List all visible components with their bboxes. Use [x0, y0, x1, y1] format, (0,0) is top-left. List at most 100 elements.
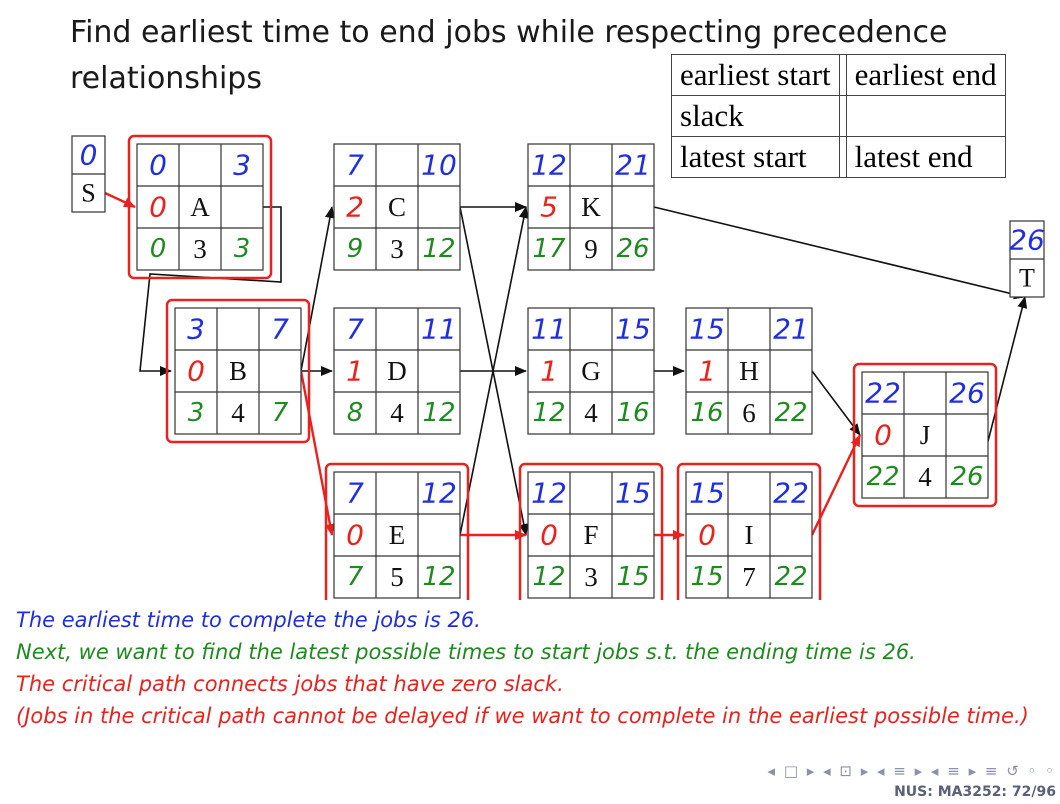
duration: 3 — [390, 234, 404, 264]
duration: 7 — [742, 562, 756, 592]
job-label: D — [387, 356, 407, 386]
duration: 5 — [390, 562, 404, 592]
legend-latest-start: latest start — [671, 136, 840, 178]
job-node-g: 11 15 1 G 12 4 16 — [527, 307, 655, 435]
note-earliest-completion: The earliest time to complete the jobs i… — [16, 608, 481, 632]
earliest-end: 22 — [773, 477, 809, 510]
duration: 3 — [584, 562, 598, 592]
legend-latest-end: latest end — [845, 136, 1006, 178]
latest-end: 7 — [272, 398, 289, 428]
earliest-start: 11 — [531, 313, 567, 346]
job-node-k: 12 21 5 K 17 9 26 — [527, 143, 655, 271]
edge-j-t — [987, 296, 1028, 442]
slack: 0 — [346, 519, 364, 552]
latest-start: 3 — [188, 398, 205, 428]
job-label: B — [229, 356, 247, 386]
footer-page-number: 72/96 — [1011, 784, 1056, 800]
edge-b-c — [300, 206, 335, 372]
duration: 3 — [193, 234, 207, 264]
latest-start: 12 — [532, 398, 565, 428]
source-earliest-time: 0 — [80, 139, 98, 172]
legend-earliest-end: earliest end — [845, 54, 1006, 96]
slide-footer: ◂ □ ▸ ◂ ⊡ ▸ ◂ ≡ ▸ ◂ ≡ ▸ ≡ ↺ ◦ ◦ NUS: MA3… — [768, 762, 1056, 800]
slack: 1 — [346, 355, 364, 388]
note-latest-times: Next, we want to find the latest possibl… — [16, 640, 916, 664]
earliest-start: 12 — [531, 477, 567, 510]
slack: 5 — [540, 191, 558, 224]
legend-table: earliest start earliest end slack latest… — [671, 54, 1006, 178]
critical-outline — [127, 134, 273, 280]
job-label: I — [745, 520, 754, 550]
sink-earliest-time: 26 — [1009, 224, 1045, 257]
slack: 1 — [698, 355, 716, 388]
critical-outline — [852, 362, 998, 508]
earliest-end: 15 — [615, 477, 651, 510]
latest-end: 3 — [234, 234, 251, 264]
earliest-start: 0 — [149, 149, 167, 182]
legend-earliest-start: earliest start — [671, 54, 840, 96]
note-critical-path-explanation: (Jobs in the critical path cannot be del… — [16, 704, 1029, 728]
slack: 0 — [149, 191, 167, 224]
footer-course: NUS: MA3252: — [894, 784, 1008, 800]
source-node: 0S — [71, 135, 106, 213]
slack: 0 — [187, 355, 205, 388]
job-node-e: 7 120 E7 5 12 — [324, 462, 470, 600]
job-node-d: 7 111 D8 4 12 — [333, 307, 461, 435]
earliest-end: 21 — [773, 313, 809, 346]
latest-start: 9 — [347, 234, 364, 264]
edge-s-a — [104, 191, 136, 209]
earliest-start: 15 — [689, 477, 725, 510]
earliest-start: 15 — [689, 313, 725, 346]
edge-e-k — [459, 206, 529, 536]
latest-end: 12 — [422, 562, 455, 592]
earliest-end: 12 — [421, 477, 457, 510]
latest-start: 7 — [347, 562, 364, 592]
critical-outline — [324, 462, 470, 600]
job-node-a: 0 30 A0 3 3 — [127, 134, 273, 280]
beamer-navigation-icons[interactable]: ◂ □ ▸ ◂ ⊡ ▸ ◂ ≡ ▸ ◂ ≡ ▸ ≡ ↺ ◦ ◦ — [767, 762, 1056, 780]
earliest-start: 3 — [187, 313, 205, 346]
latest-start: 8 — [347, 398, 364, 428]
slack: 2 — [346, 191, 364, 224]
latest-end: 22 — [774, 562, 807, 592]
latest-start: 22 — [866, 462, 899, 492]
earliest-start: 7 — [346, 477, 364, 510]
earliest-end: 15 — [615, 313, 651, 346]
sink-node: 26 T — [1009, 220, 1045, 298]
latest-end: 26 — [616, 234, 649, 264]
latest-start: 15 — [690, 562, 723, 592]
slack: 0 — [698, 519, 716, 552]
latest-end: 16 — [616, 398, 649, 428]
latest-end: 12 — [422, 234, 455, 264]
job-label: A — [190, 192, 210, 222]
critical-outline — [518, 462, 664, 600]
earliest-end: 3 — [233, 149, 251, 182]
duration: 6 — [742, 398, 756, 428]
latest-end: 15 — [616, 562, 649, 592]
job-label: K — [581, 192, 601, 222]
earliest-start: 22 — [865, 377, 901, 410]
critical-outline — [676, 462, 822, 600]
latest-start: 16 — [690, 398, 723, 428]
job-node-b: 3 70 B3 4 7 — [165, 298, 311, 444]
earliest-end: 10 — [421, 149, 457, 182]
edge-b-e — [299, 370, 335, 536]
latest-start: 0 — [150, 234, 167, 264]
job-label: H — [739, 356, 759, 386]
latest-start: 12 — [532, 562, 565, 592]
handwritten-notes: The earliest time to complete the jobs i… — [16, 604, 1029, 732]
job-label: E — [389, 520, 406, 550]
duration: 4 — [918, 462, 932, 492]
source-label: S — [81, 179, 95, 208]
job-label: G — [581, 356, 601, 386]
latest-end: 22 — [774, 398, 807, 428]
latest-start: 17 — [532, 234, 566, 264]
note-critical-path: The critical path connects jobs that hav… — [16, 672, 564, 696]
earliest-end: 21 — [615, 149, 651, 182]
edge-h-j — [811, 370, 861, 436]
earliest-end: 11 — [421, 313, 457, 346]
earliest-end: 7 — [271, 313, 289, 346]
job-node-i: 15 22 0 I 15 7 22 — [676, 462, 822, 600]
duration: 9 — [584, 234, 598, 264]
